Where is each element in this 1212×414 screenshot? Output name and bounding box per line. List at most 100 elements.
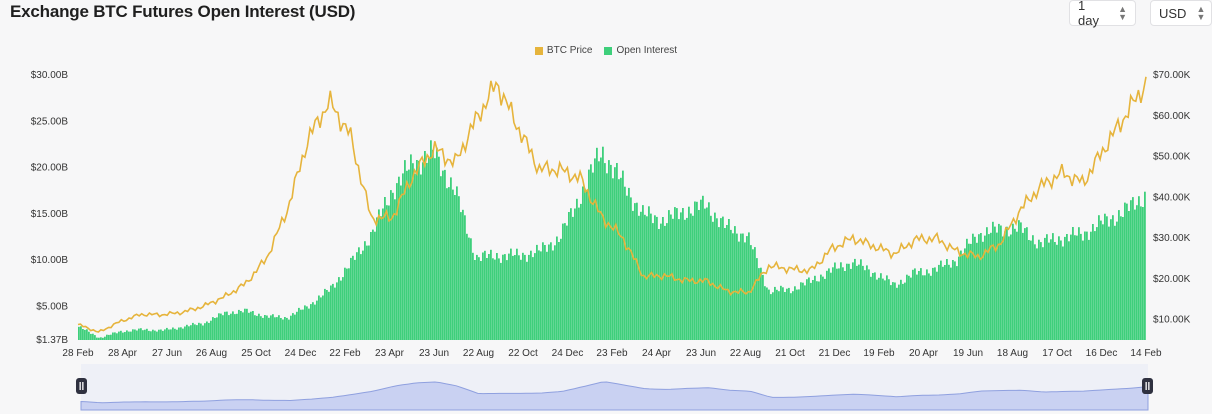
open-interest-bar <box>1138 196 1140 340</box>
open-interest-bar <box>390 190 392 340</box>
open-interest-bar <box>294 314 296 340</box>
open-interest-bar <box>462 209 464 340</box>
open-interest-bar <box>1086 231 1088 340</box>
open-interest-bar <box>670 214 672 340</box>
open-interest-bar <box>302 309 304 340</box>
open-interest-bar <box>1116 221 1118 340</box>
open-interest-bar <box>606 173 608 340</box>
y-right-tick-label: $50.00K <box>1153 152 1191 163</box>
open-interest-bar <box>178 327 180 340</box>
open-interest-bar <box>254 315 256 340</box>
y-left-tick-label: $30.00B <box>31 70 69 81</box>
open-interest-bar <box>126 330 128 340</box>
open-interest-bar <box>440 176 442 340</box>
open-interest-bar <box>656 216 658 340</box>
open-interest-bar <box>562 223 564 340</box>
open-interest-bar <box>600 157 602 340</box>
open-interest-bar <box>356 252 358 340</box>
open-interest-bar <box>298 307 300 340</box>
open-interest-bar <box>1022 232 1024 340</box>
open-interest-bar <box>306 306 308 340</box>
open-interest-bar <box>164 329 166 340</box>
open-interest-bar <box>532 257 534 340</box>
open-interest-bar <box>212 317 214 340</box>
handle-grip <box>79 382 81 390</box>
open-interest-bar <box>434 158 436 340</box>
interval-select[interactable]: 1 day ▲ ▼ <box>1069 0 1136 28</box>
open-interest-bar <box>1002 236 1004 340</box>
open-interest-bar <box>536 244 538 340</box>
x-tick-label: 28 Feb <box>62 348 94 359</box>
open-interest-bar <box>122 332 124 340</box>
navigator-right-handle[interactable] <box>1142 378 1153 394</box>
open-interest-bar <box>296 311 298 340</box>
open-interest-bar <box>934 267 936 340</box>
open-interest-bar <box>154 330 156 340</box>
open-interest-bar <box>1010 234 1012 340</box>
open-interest-bar <box>376 217 378 340</box>
open-interest-bar <box>216 317 218 340</box>
open-interest-bar <box>1122 217 1124 340</box>
open-interest-bar <box>1102 224 1104 340</box>
legend-item-btc-price[interactable]: BTC Price <box>534 45 592 56</box>
open-interest-bar <box>858 264 860 340</box>
open-interest-bar <box>1030 240 1032 340</box>
x-tick-label: 17 Oct <box>1042 348 1072 359</box>
x-axis: 28 Feb 28 Apr 27 Jun 26 Aug 25 Oct 24 Dec 22 F… <box>62 348 1162 359</box>
open-interest-bar <box>398 176 400 340</box>
open-interest-bar <box>754 247 756 340</box>
open-interest-bar <box>596 147 598 340</box>
range-navigator[interactable] <box>76 364 1153 411</box>
open-interest-bar <box>262 317 264 340</box>
open-interest-bar <box>528 254 530 340</box>
open-interest-bar <box>290 315 292 340</box>
open-interest-bar <box>300 309 302 340</box>
open-interest-bar <box>944 265 946 340</box>
open-interest-bar <box>204 323 206 340</box>
open-interest-bar <box>924 275 926 340</box>
open-interest-bar <box>716 218 718 340</box>
open-interest-bar <box>774 286 776 340</box>
x-tick-label: 24 Dec <box>552 348 584 359</box>
x-tick-label: 24 Dec <box>285 348 317 359</box>
open-interest-bar <box>976 242 978 340</box>
open-interest-bar <box>1076 235 1078 340</box>
open-interest-bar <box>850 268 852 340</box>
open-interest-bar <box>900 279 902 340</box>
open-interest-bar <box>560 238 562 340</box>
navigator-left-handle[interactable] <box>76 378 87 394</box>
open-interest-bar <box>784 292 786 340</box>
open-interest-bar <box>928 273 930 340</box>
open-interest-bar <box>700 199 702 340</box>
open-interest-bar <box>304 305 306 340</box>
y-left-tick-label: $10.00B <box>31 255 69 266</box>
open-interest-bar <box>522 252 524 340</box>
open-interest-bar <box>1018 220 1020 340</box>
open-interest-bar <box>910 277 912 340</box>
open-interest-bar <box>792 291 794 340</box>
open-interest-bar <box>180 327 182 340</box>
open-interest-bar <box>658 229 660 340</box>
open-interest-bar <box>574 208 576 340</box>
currency-select[interactable]: USD ▲ ▼ <box>1150 0 1212 26</box>
open-interest-bar <box>848 263 850 340</box>
open-interest-bar <box>346 268 348 340</box>
open-interest-bar <box>476 254 478 340</box>
open-interest-bar <box>214 318 216 340</box>
handle-grip <box>1145 382 1147 390</box>
open-interest-bar <box>516 248 518 340</box>
open-interest-bar <box>466 233 468 340</box>
open-interest-bar <box>168 329 170 340</box>
open-interest-bar <box>170 329 172 340</box>
open-interest-bar <box>790 293 792 340</box>
open-interest-bar <box>456 186 458 340</box>
open-interest-bar <box>886 275 888 340</box>
open-interest-bar <box>746 236 748 340</box>
open-interest-bar <box>104 336 106 340</box>
open-interest-bar <box>256 315 258 340</box>
open-interest-bar <box>1082 240 1084 340</box>
open-interest-bar <box>410 154 412 340</box>
legend-item-open-interest[interactable]: Open Interest <box>604 45 677 56</box>
open-interest-bar <box>334 287 336 340</box>
open-interest-bar <box>610 164 612 340</box>
